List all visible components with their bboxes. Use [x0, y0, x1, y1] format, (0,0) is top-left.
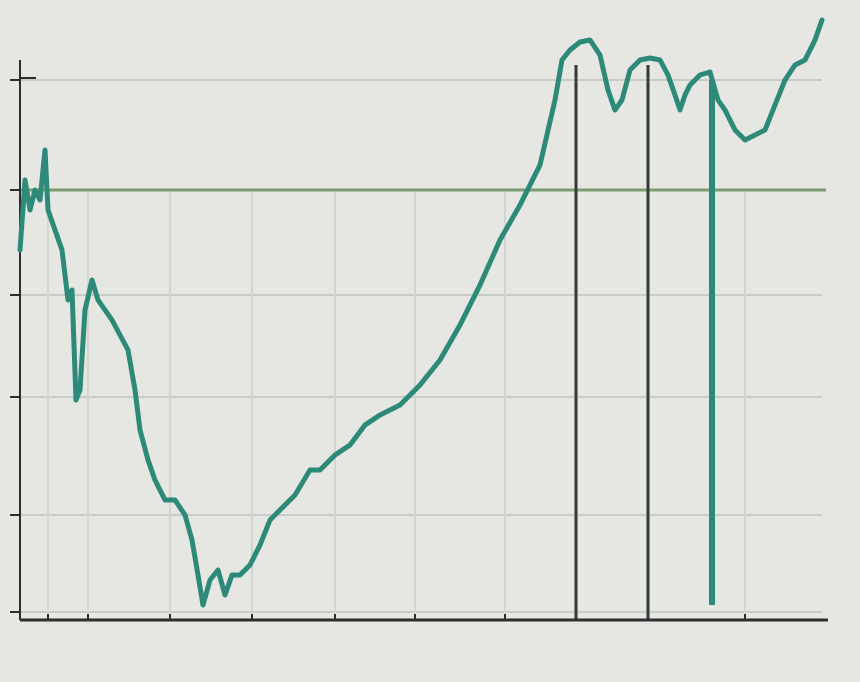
- line: [17, 17, 825, 608]
